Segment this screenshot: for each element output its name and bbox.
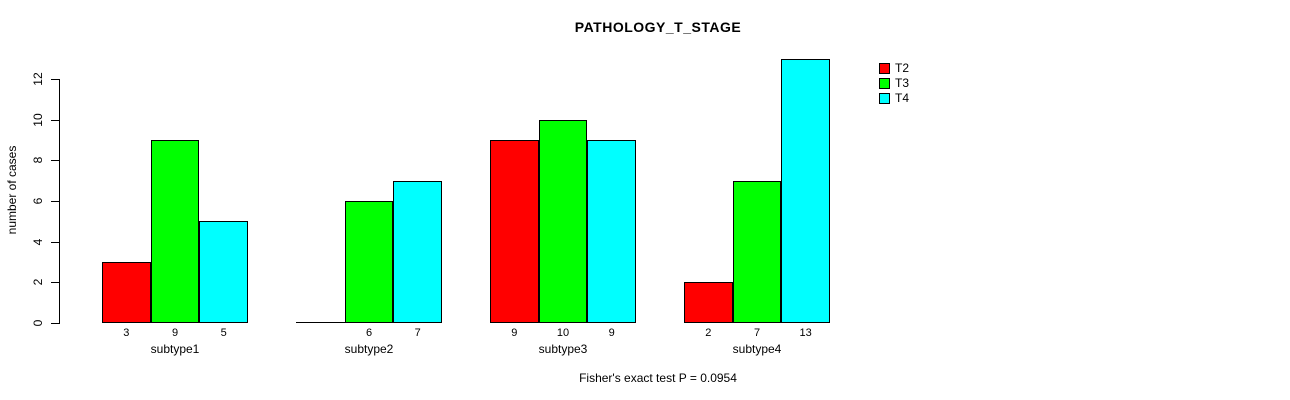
category-label-subtype4: subtype4 <box>732 342 782 356</box>
statistical-test-note: Fisher's exact test P = 0.0954 <box>579 371 737 385</box>
legend-label: T2 <box>895 61 910 75</box>
legend-swatch-T4 <box>879 93 890 104</box>
category-label-subtype2: subtype2 <box>344 342 394 356</box>
legend-swatch-T3 <box>879 78 890 89</box>
bar-subtype4-T2 <box>684 282 733 323</box>
legend-item-T3: T3 <box>879 76 909 91</box>
y-axis-tick-label: 12 <box>31 72 45 86</box>
bar-value-label: 6 <box>365 327 373 339</box>
bar-subtype2-T2-zero <box>296 322 345 323</box>
bar-subtype1-T2 <box>102 262 151 323</box>
y-axis-title: number of cases <box>5 145 19 235</box>
y-axis-tick <box>51 241 59 243</box>
legend-item-T2: T2 <box>879 61 909 76</box>
y-axis-line <box>59 79 60 324</box>
legend-swatch-T2 <box>879 63 890 74</box>
category-label-subtype1: subtype1 <box>150 342 200 356</box>
category-label-subtype3: subtype3 <box>538 342 588 356</box>
legend-label: T3 <box>895 76 910 90</box>
y-axis-tick-label: 2 <box>31 278 45 286</box>
bar-value-label: 9 <box>608 327 615 339</box>
y-axis-tick-label: 6 <box>31 197 45 205</box>
bar-value-label: 2 <box>705 327 712 339</box>
chart-title: PATHOLOGY_T_STAGE <box>574 19 742 35</box>
bar-subtype1-T4 <box>199 221 248 323</box>
y-axis-tick-label: 0 <box>31 319 45 327</box>
y-axis-tick <box>51 282 59 284</box>
bar-value-label: 10 <box>556 327 570 339</box>
y-axis-tick <box>51 323 59 324</box>
bar-subtype1-T3 <box>150 140 200 323</box>
legend-label: T4 <box>895 91 910 105</box>
legend: T2 T3 T4 <box>879 61 909 106</box>
y-axis-tick-label: 4 <box>31 238 45 245</box>
y-axis-tick <box>51 79 59 80</box>
bar-subtype4-T4 <box>781 58 830 323</box>
bar-subtype2-T4 <box>393 180 442 323</box>
bar-subtype3-T4 <box>587 140 636 323</box>
bar-value-label: 3 <box>123 327 130 339</box>
bar-subtype3-T3 <box>538 119 588 323</box>
bar-value-label: 7 <box>753 327 761 339</box>
bar-value-label: 5 <box>220 327 227 339</box>
bar-value-label: 9 <box>171 327 179 339</box>
bar-value-label: 7 <box>414 327 421 339</box>
bar-value-label: 9 <box>511 327 518 339</box>
bar-subtype4-T3 <box>732 180 782 323</box>
legend-item-T4: T4 <box>879 91 909 106</box>
y-axis-tick <box>51 201 59 202</box>
bar-subtype2-T3 <box>344 201 394 323</box>
y-axis-tick <box>51 160 59 162</box>
bar-value-label: 13 <box>799 327 812 339</box>
bar-subtype3-T2 <box>490 140 539 323</box>
y-axis-tick <box>51 119 59 121</box>
y-axis-tick-label: 8 <box>31 156 45 164</box>
y-axis-tick-label: 10 <box>31 112 45 127</box>
